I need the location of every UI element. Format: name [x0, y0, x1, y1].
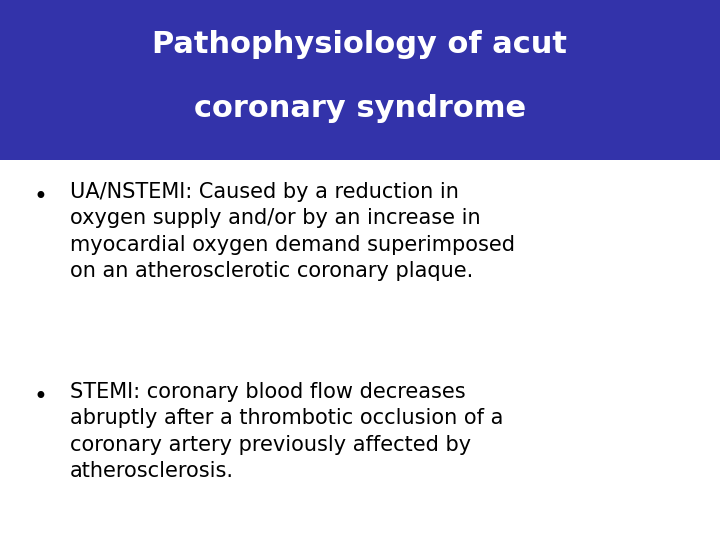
Bar: [0, 0, 720, 160]
Text: •: •: [33, 385, 47, 409]
Text: coronary syndrome: coronary syndrome: [194, 94, 526, 123]
Text: STEMI: coronary blood flow decreases
abruptly after a thrombotic occlusion of a
: STEMI: coronary blood flow decreases abr…: [70, 382, 503, 481]
Text: •: •: [33, 185, 47, 209]
Text: UA/NSTEMI: Caused by a reduction in
oxygen supply and/or by an increase in
myoca: UA/NSTEMI: Caused by a reduction in oxyg…: [70, 182, 515, 281]
Text: Pathophysiology of acut: Pathophysiology of acut: [153, 30, 567, 59]
